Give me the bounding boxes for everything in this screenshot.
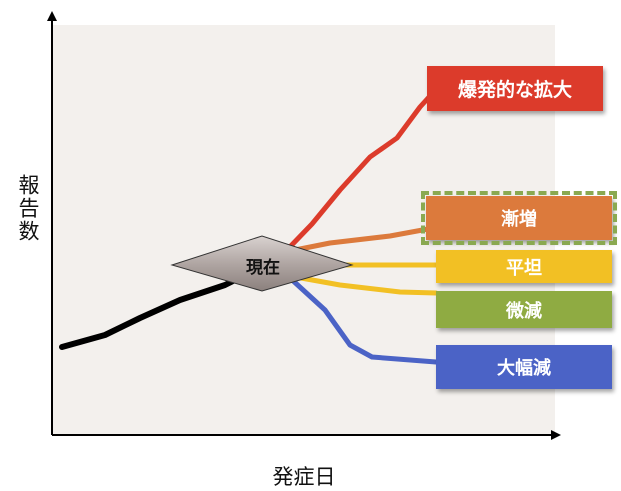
sharp-decrease-curve <box>287 275 439 365</box>
explode-curve <box>282 93 433 255</box>
sharp-decrease-label: 大幅減 <box>497 358 551 379</box>
y-axis-label: 報告数 <box>16 174 40 243</box>
increase-label-box: 漸増 <box>421 191 617 245</box>
decrease-label-box: 微減 <box>436 291 612 328</box>
decrease-curve <box>287 273 439 296</box>
explode-label-box: 爆発的な拡大 <box>427 66 603 111</box>
current-label: 現在 <box>246 258 280 278</box>
x-axis-label: 発症日 <box>272 465 336 489</box>
flat-label: 平坦 <box>506 257 542 279</box>
sharp-decrease-label-box: 大幅減 <box>436 345 612 389</box>
current-diamond <box>170 235 354 292</box>
explode-label: 爆発的な拡大 <box>457 79 572 101</box>
increase-label: 漸増 <box>501 209 537 230</box>
flat-label-box: 平坦 <box>436 250 612 283</box>
increase-curve <box>282 226 431 255</box>
decrease-label: 微減 <box>506 300 542 322</box>
